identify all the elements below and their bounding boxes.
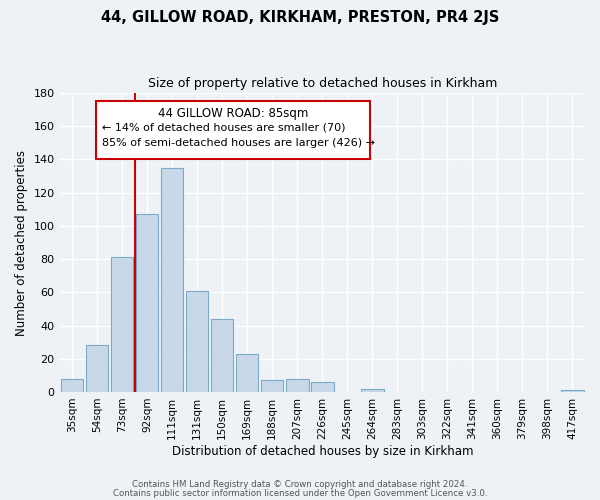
Bar [361, 388, 383, 392]
Bar [261, 380, 283, 392]
Bar [211, 319, 233, 392]
X-axis label: Distribution of detached houses by size in Kirkham: Distribution of detached houses by size … [172, 444, 473, 458]
Bar [86, 346, 109, 392]
Bar [61, 378, 83, 392]
Bar [236, 354, 259, 392]
Bar [161, 168, 184, 392]
Bar [561, 390, 584, 392]
Bar [311, 382, 334, 392]
Bar [186, 290, 208, 392]
FancyBboxPatch shape [97, 100, 370, 159]
Bar [136, 214, 158, 392]
Title: Size of property relative to detached houses in Kirkham: Size of property relative to detached ho… [148, 78, 497, 90]
Bar [286, 378, 308, 392]
Text: Contains HM Land Registry data © Crown copyright and database right 2024.: Contains HM Land Registry data © Crown c… [132, 480, 468, 489]
Text: Contains public sector information licensed under the Open Government Licence v3: Contains public sector information licen… [113, 488, 487, 498]
Text: 44, GILLOW ROAD, KIRKHAM, PRESTON, PR4 2JS: 44, GILLOW ROAD, KIRKHAM, PRESTON, PR4 2… [101, 10, 499, 25]
Bar [111, 258, 133, 392]
Text: 85% of semi-detached houses are larger (426) →: 85% of semi-detached houses are larger (… [101, 138, 374, 148]
Text: ← 14% of detached houses are smaller (70): ← 14% of detached houses are smaller (70… [101, 123, 345, 133]
Y-axis label: Number of detached properties: Number of detached properties [15, 150, 28, 336]
Text: 44 GILLOW ROAD: 85sqm: 44 GILLOW ROAD: 85sqm [158, 106, 308, 120]
